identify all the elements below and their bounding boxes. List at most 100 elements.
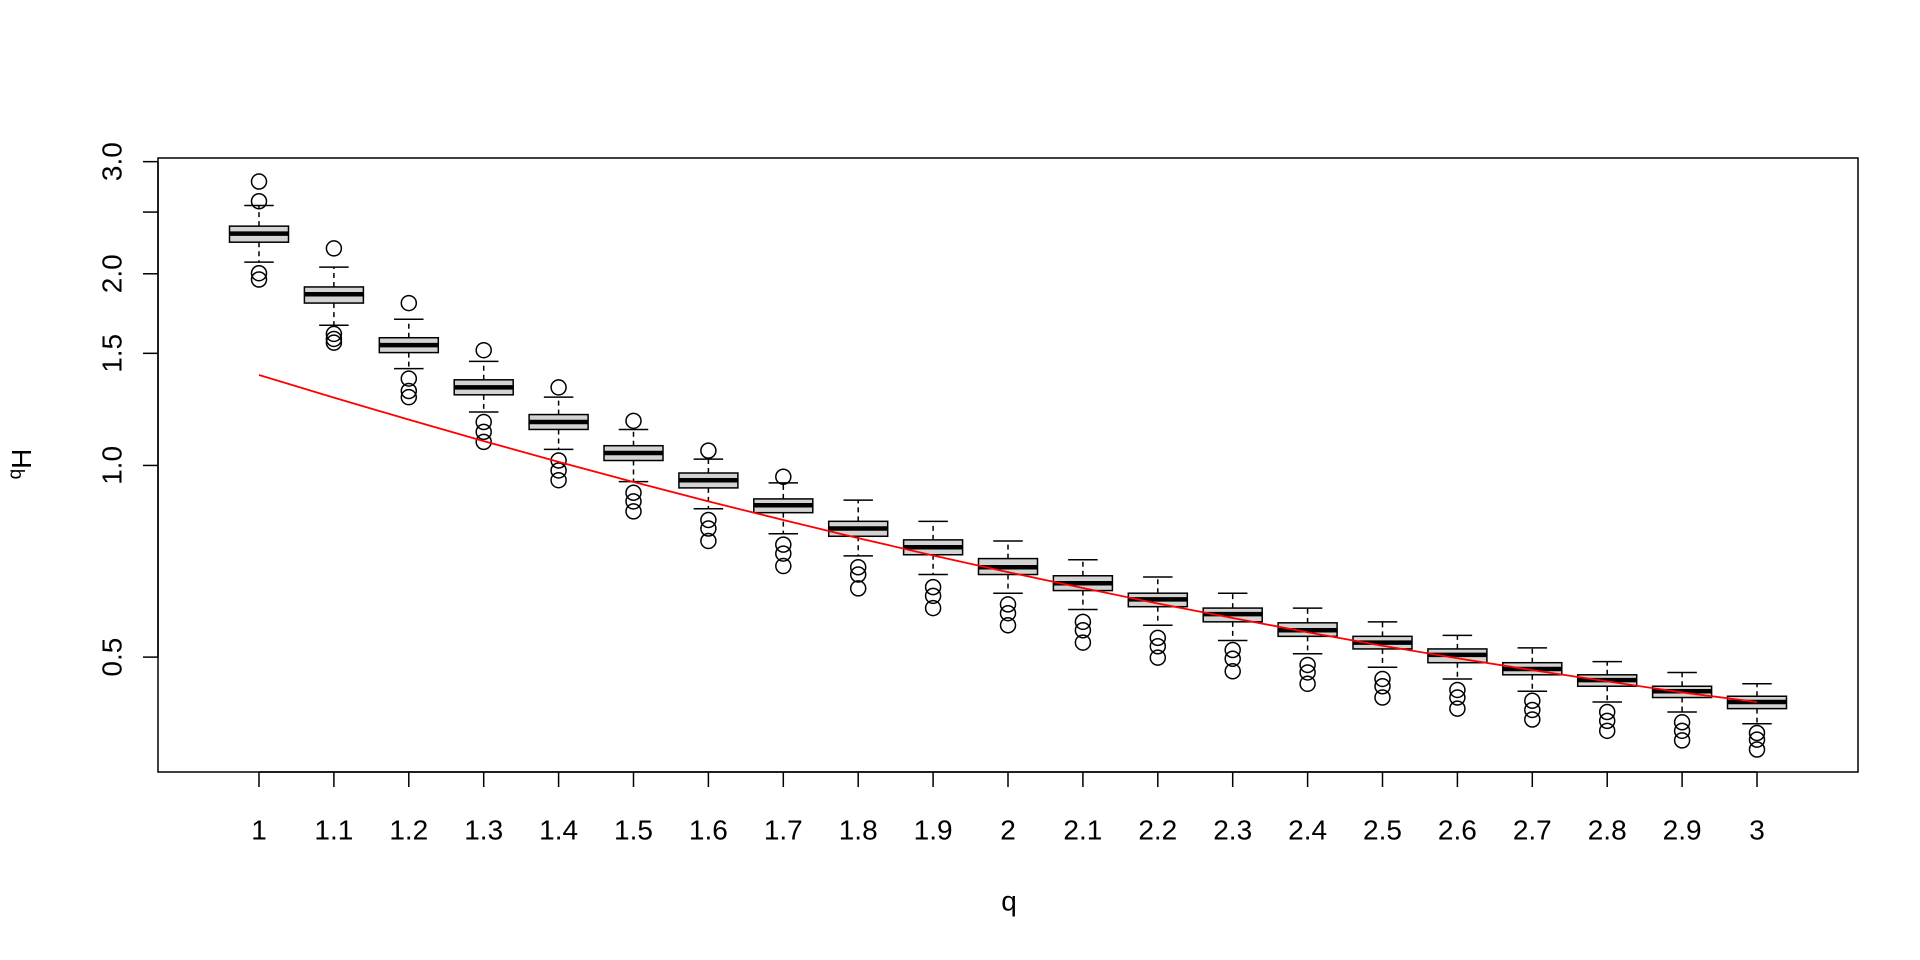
outlier (1598, 712, 1616, 730)
outlier (924, 599, 942, 617)
outlier (550, 462, 567, 479)
outlier (1748, 724, 1766, 742)
outlier (400, 294, 418, 312)
outlier (1449, 689, 1466, 706)
outlier (475, 433, 492, 451)
outlier (775, 536, 792, 553)
outlier (625, 503, 642, 520)
outlier (1374, 670, 1391, 688)
outlier (1673, 714, 1691, 731)
outlier (475, 423, 492, 441)
outlier (625, 412, 642, 430)
outlier (775, 545, 792, 562)
x-tick-label: 1 (251, 814, 267, 845)
outlier (1673, 722, 1691, 740)
outlier (250, 192, 268, 210)
outlier (1299, 656, 1316, 674)
outlier (625, 493, 642, 510)
outlier (1449, 681, 1466, 699)
outlier (250, 271, 268, 288)
outlier (1074, 634, 1092, 651)
x-tick-label: 1.3 (464, 814, 503, 845)
outlier (1449, 700, 1466, 717)
outlier (1748, 731, 1766, 748)
outlier (1374, 677, 1391, 695)
outlier (325, 325, 343, 343)
x-tick-label: 2.8 (1588, 814, 1627, 845)
outlier (1149, 649, 1167, 666)
outlier (849, 566, 867, 583)
y-tick-label: 1.0 (96, 446, 127, 485)
x-tick-label: 1.5 (614, 814, 653, 845)
x-tick-label: 2.2 (1138, 814, 1177, 845)
outlier (400, 388, 418, 406)
x-tick-label: 2.6 (1438, 814, 1477, 845)
outlier (475, 413, 492, 431)
outlier (924, 587, 942, 605)
outlier (1299, 675, 1316, 693)
outlier (325, 330, 343, 348)
outlier (924, 578, 942, 596)
outlier (775, 557, 792, 575)
x-tick-label: 2.5 (1363, 814, 1402, 845)
x-tick-label: 2.3 (1213, 814, 1252, 845)
outlier (1598, 703, 1616, 721)
x-tick-label: 1.1 (314, 814, 353, 845)
outlier (1673, 732, 1691, 749)
outlier (1524, 692, 1541, 709)
outlier (849, 558, 867, 576)
outlier (775, 468, 792, 485)
reference-line (258, 374, 1758, 703)
x-tick-label: 2.1 (1063, 814, 1102, 845)
outlier (550, 379, 567, 396)
outlier (1224, 663, 1241, 680)
outlier (1074, 613, 1092, 631)
outlier (550, 471, 567, 489)
x-tick-label: 1.9 (914, 814, 953, 845)
y-axis-label: H (6, 449, 37, 469)
y-axis-label-sup: q (5, 469, 26, 480)
x-tick-label: 2.9 (1663, 814, 1702, 845)
outlier (700, 520, 717, 537)
y-tick-label: 1.5 (96, 334, 127, 373)
outlier (475, 341, 492, 359)
outlier (1074, 621, 1092, 639)
outlier (999, 617, 1017, 634)
x-tick-label: 2.7 (1513, 814, 1552, 845)
outlier (1748, 741, 1766, 758)
outlier (700, 532, 717, 550)
outlier (1299, 664, 1316, 681)
x-tick-label: 1.4 (539, 814, 578, 845)
outlier (1224, 650, 1241, 668)
outlier (250, 173, 268, 190)
y-tick-label: 3.0 (96, 142, 127, 181)
x-tick-label: 1.8 (839, 814, 878, 845)
outlier (625, 484, 642, 501)
x-tick-label: 3 (1749, 814, 1765, 845)
x-tick-label: 1.6 (689, 814, 728, 845)
outlier (250, 264, 268, 282)
outlier (999, 596, 1017, 613)
outlier (1224, 641, 1241, 659)
outlier (400, 382, 418, 400)
y-tick-label: 0.5 (96, 638, 127, 677)
y-tick-label: 2.0 (96, 254, 127, 293)
outlier (700, 442, 717, 459)
outlier (400, 370, 418, 387)
outlier (700, 511, 717, 529)
x-tick-label: 2.4 (1288, 814, 1327, 845)
outlier (1598, 722, 1616, 740)
x-axis-label: q (1001, 885, 1017, 916)
outlier (1524, 711, 1541, 728)
outlier (325, 240, 343, 257)
x-tick-label: 1.7 (764, 814, 803, 845)
outlier (1374, 689, 1391, 706)
outlier (849, 580, 867, 597)
outlier (1524, 701, 1541, 719)
x-tick-label: 1.2 (389, 814, 428, 845)
outlier (999, 604, 1017, 622)
outlier (1149, 638, 1167, 655)
outlier (1149, 629, 1167, 647)
